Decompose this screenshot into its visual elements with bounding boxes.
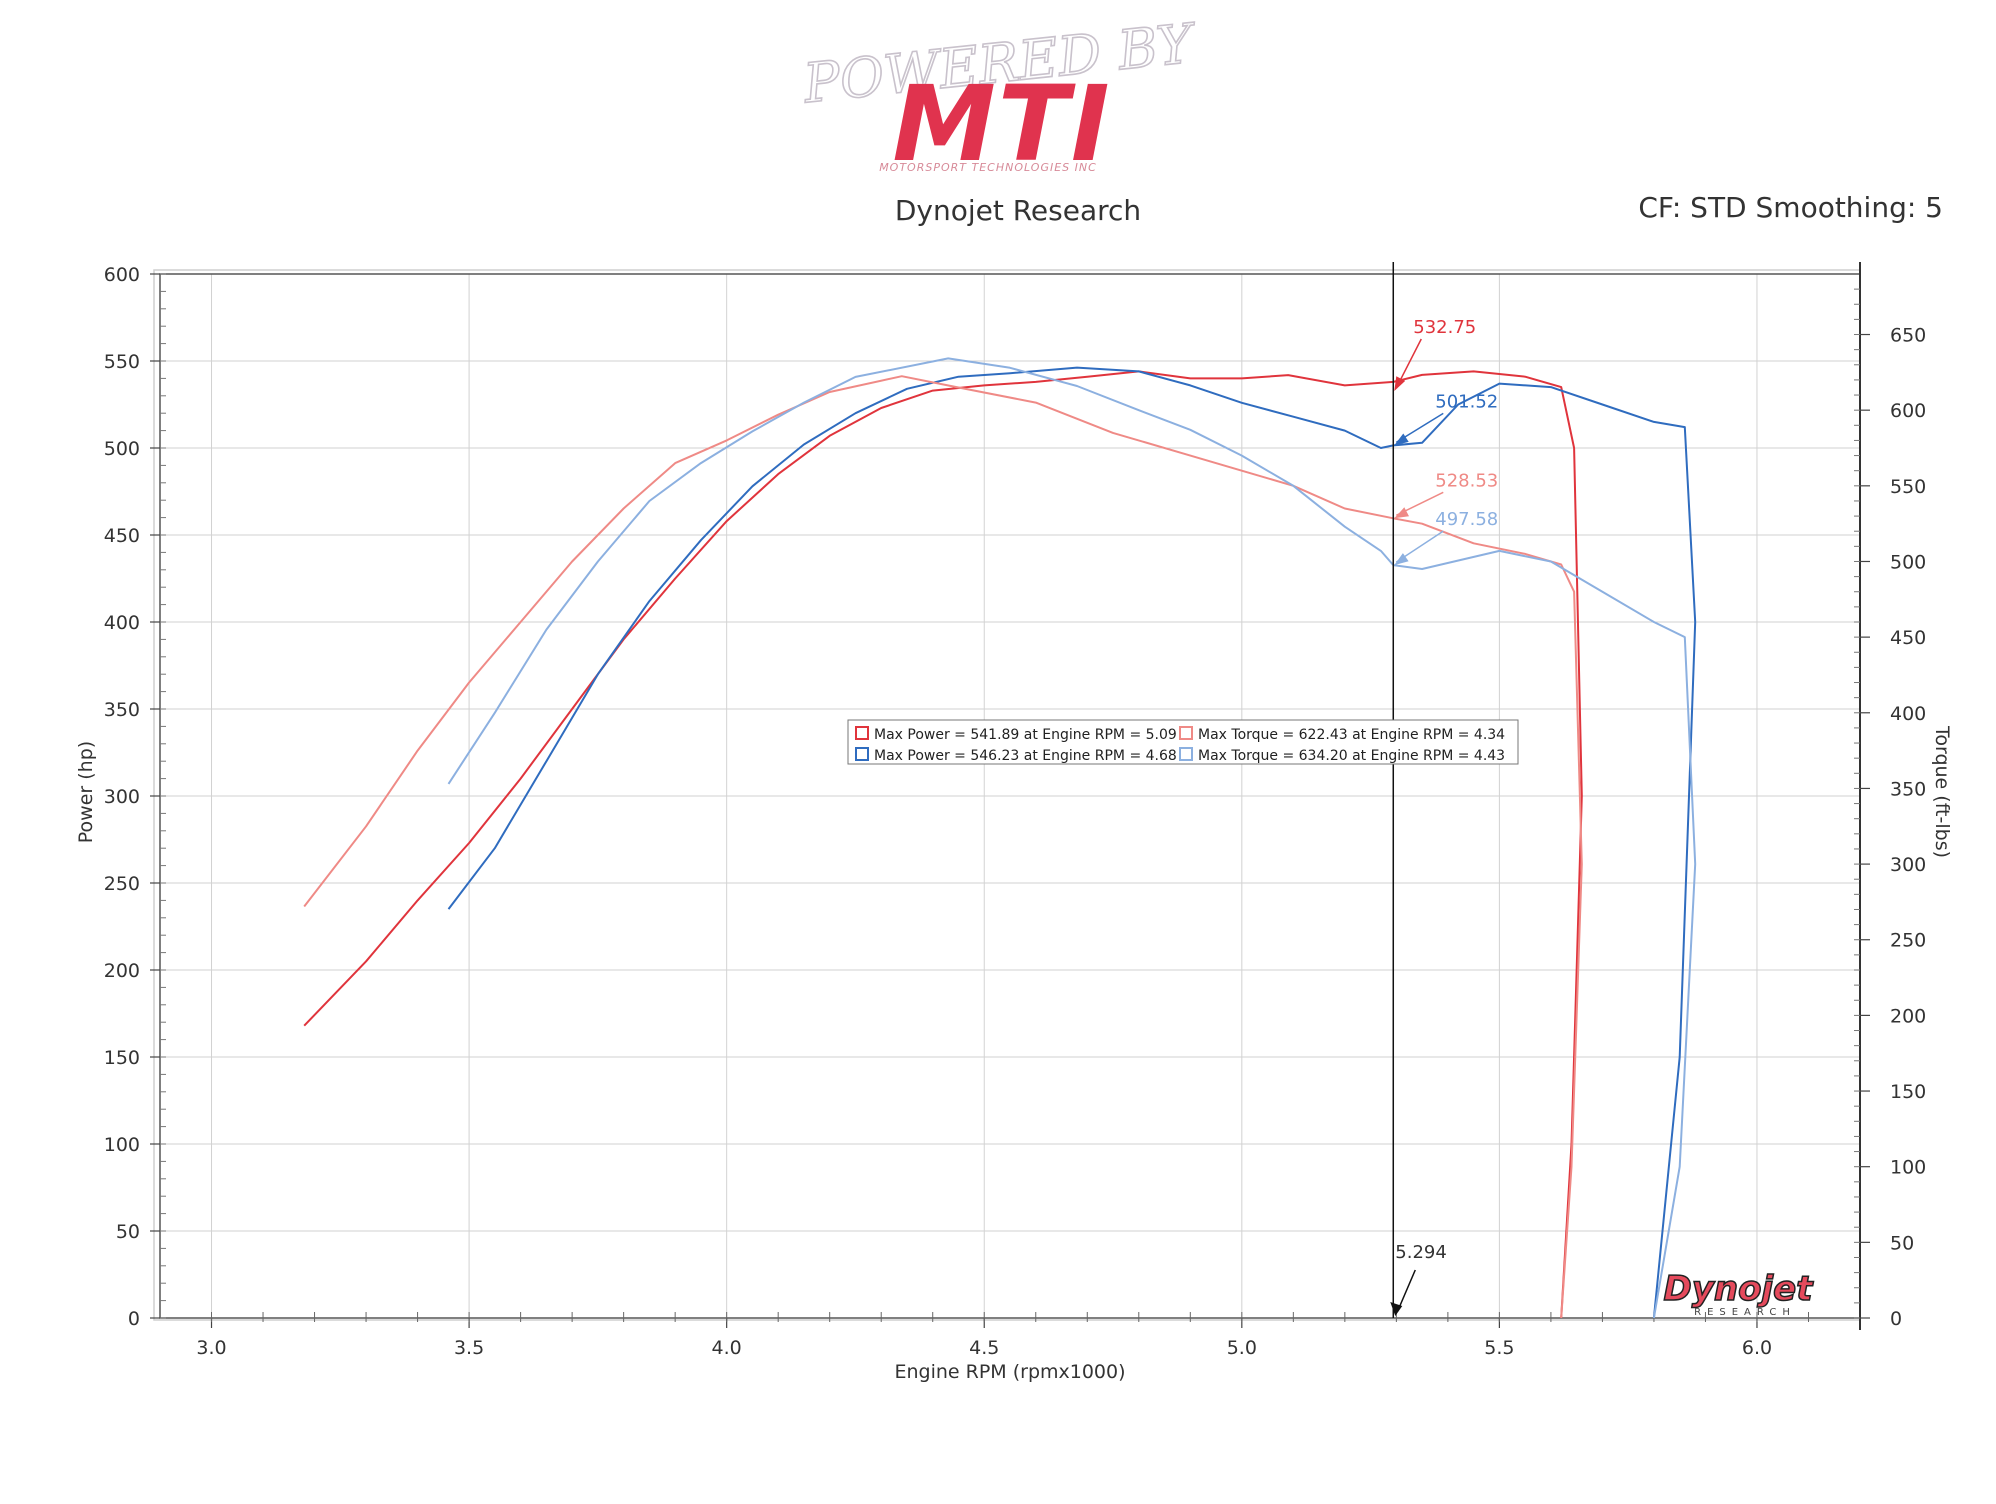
- y2-tick-label: 250: [1890, 930, 1926, 952]
- legend-swatch-torque-1: [1179, 726, 1193, 740]
- y-tick-label: 150: [104, 1047, 140, 1069]
- y2-tick-label: 500: [1890, 551, 1926, 573]
- x-tick-label: 3.5: [454, 1337, 484, 1359]
- dynojet-logo: Dynojet RESEARCH: [1663, 1268, 1815, 1318]
- legend: Max Power = 541.89 at Engine RPM = 5.09 …: [847, 719, 1519, 765]
- y-tick-label: 600: [104, 264, 140, 286]
- plot-outer-frame: [153, 269, 1861, 1321]
- y2-tick-label: 400: [1890, 703, 1926, 725]
- cursor-arrow-head: [1390, 1302, 1403, 1316]
- annotation-label: 532.75: [1413, 317, 1476, 338]
- annotation-arrow-head: [1394, 553, 1409, 566]
- y-axis-ticks: 0 50 100 150 200 250 300 350 400 450 500 550 600: [104, 264, 166, 1330]
- power-run-2-line: [447, 366, 1697, 1319]
- legend-entry-torque-1: Max Torque = 622.43 at Engine RPM = 4.34: [1198, 727, 1505, 743]
- y2-tick-label: 200: [1890, 1005, 1926, 1027]
- x-tick-label: 3.0: [196, 1337, 226, 1359]
- cursor: 5.294 532.75 501.52 528.53 497.58: [1390, 262, 1498, 1318]
- power-run-1-line: [303, 370, 1583, 1319]
- logo-subtitle: MOTORSPORT TECHNOLOGIES INC: [879, 161, 1097, 174]
- annotation-label: 497.58: [1435, 509, 1498, 530]
- dynojet-logo-text: Dynojet: [1664, 1269, 1815, 1309]
- dynojet-logo-sub: RESEARCH: [1694, 1307, 1796, 1318]
- y-tick-label: 300: [104, 786, 140, 808]
- legend-swatch-power-1: [855, 726, 869, 740]
- x-axis-ticks: 3.0 3.5 4.0 4.5 5.0 5.5 6.0: [196, 1312, 1809, 1359]
- legend-swatch-torque-2: [1179, 747, 1193, 761]
- torque-run-2-line: [447, 357, 1697, 1319]
- y2-tick-label: 100: [1890, 1157, 1926, 1179]
- logo-mti: MTI: [892, 63, 1111, 185]
- chart-title: Dynojet Research: [895, 194, 1141, 227]
- legend-swatch-power-2: [855, 747, 869, 761]
- y2-tick-label: 550: [1890, 476, 1926, 498]
- y2-tick-label: 350: [1890, 778, 1926, 800]
- mti-logo: POWERED BY MTI MOTORSPORT TECHNOLOGIES I…: [799, 11, 1201, 185]
- legend-entry-power-1: Max Power = 541.89 at Engine RPM = 5.09: [874, 727, 1177, 743]
- cursor-label: 5.294: [1395, 1242, 1447, 1263]
- annotation-arrow-head: [1394, 507, 1409, 519]
- annotation-label: 528.53: [1435, 470, 1498, 491]
- cursor-arrow: [1396, 1269, 1416, 1313]
- y2-tick-label: 600: [1890, 400, 1926, 422]
- chart-settings: CF: STD Smoothing: 5: [1638, 191, 1943, 224]
- y-tick-label: 550: [104, 351, 140, 373]
- legend-entry-power-2: Max Power = 546.23 at Engine RPM = 4.68: [874, 748, 1177, 764]
- y-tick-label: 250: [104, 873, 140, 895]
- y-tick-label: 0: [128, 1308, 140, 1330]
- x-axis-label: Engine RPM (rpmx1000): [894, 1361, 1125, 1383]
- y2-tick-label: 450: [1890, 627, 1926, 649]
- y2-tick-label: 0: [1890, 1308, 1902, 1330]
- annotation-arrow-head: [1394, 433, 1409, 446]
- grid-lines: [160, 273, 1860, 1318]
- y2-tick-label: 50: [1890, 1232, 1914, 1254]
- series-lines: [303, 357, 1697, 1319]
- y-tick-label: 500: [104, 438, 140, 460]
- annotation-arrow-head: [1394, 376, 1406, 392]
- y-tick-label: 200: [104, 960, 140, 982]
- y-tick-label: 350: [104, 699, 140, 721]
- y-tick-label: 450: [104, 525, 140, 547]
- x-tick-label: 4.0: [712, 1337, 742, 1359]
- x-tick-label: 5.0: [1227, 1337, 1257, 1359]
- y-tick-label: 100: [104, 1134, 140, 1156]
- x-tick-label: 6.0: [1742, 1337, 1772, 1359]
- y2-tick-label: 150: [1890, 1081, 1926, 1103]
- y2-axis-ticks: 0 50 100 150 200 250 300 350 400 450 500 550 600 650: [1854, 288, 1926, 1330]
- y-axis-label: Power (hp): [75, 741, 97, 843]
- x-tick-label: 4.5: [969, 1337, 999, 1359]
- annotation-label: 501.52: [1435, 391, 1498, 412]
- x-tick-label: 5.5: [1484, 1337, 1514, 1359]
- y2-tick-label: 300: [1890, 854, 1926, 876]
- legend-entry-torque-2: Max Torque = 634.20 at Engine RPM = 4.43: [1198, 748, 1505, 764]
- y2-axis-label: Torque (ft-lbs): [1931, 725, 1953, 858]
- y2-tick-label: 650: [1890, 325, 1926, 347]
- y-tick-label: 50: [116, 1221, 140, 1243]
- y-tick-label: 400: [104, 612, 140, 634]
